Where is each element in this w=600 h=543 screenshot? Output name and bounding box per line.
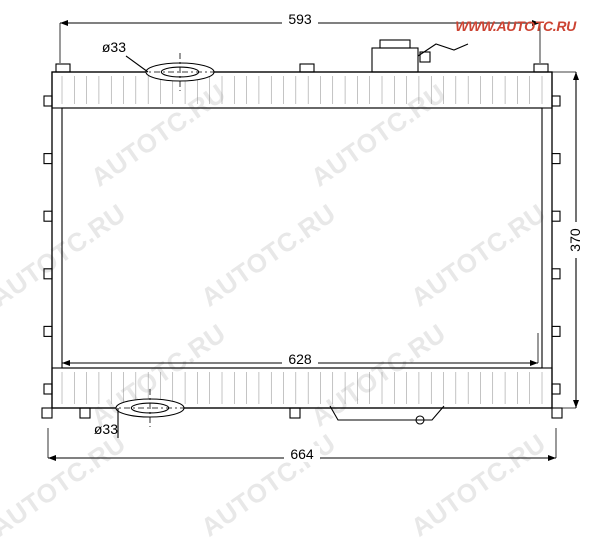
svg-text:628: 628 [288, 351, 312, 367]
svg-text:ø33: ø33 [102, 39, 126, 55]
stage: AUTOTC.RUAUTOTC.RUAUTOTC.RUAUTOTC.RUAUTO… [0, 0, 600, 512]
logo-prefix: WWW. [455, 18, 496, 34]
svg-text:ø33: ø33 [94, 421, 118, 437]
svg-text:593: 593 [288, 11, 312, 27]
svg-text:664: 664 [290, 446, 314, 462]
radiator-diagram: ø33 ø33 593 628 664 370 [0, 0, 600, 512]
logo-suffix: .RU [553, 18, 576, 34]
logo-name: AUTOTC [497, 18, 553, 34]
svg-text:370: 370 [567, 228, 583, 252]
logo: WWW.AUTOTC.RU [455, 18, 576, 34]
